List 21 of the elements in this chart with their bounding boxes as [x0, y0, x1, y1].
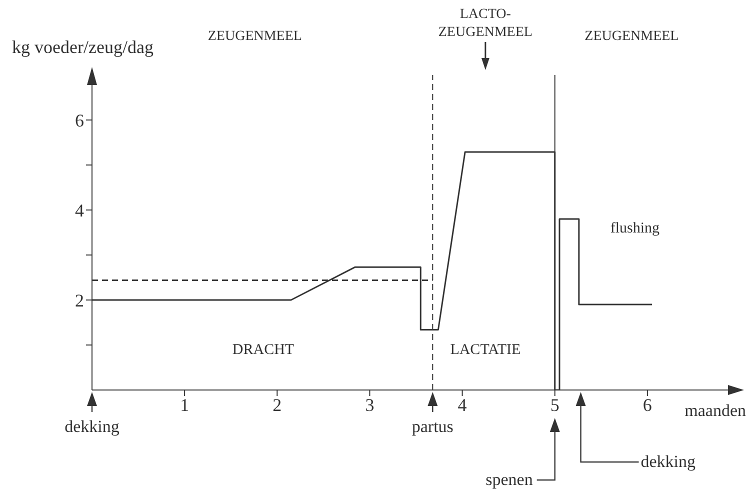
text: dekking	[640, 452, 696, 471]
annotation: LACTATIE	[450, 342, 521, 358]
y-axis-title: kg voeder/zeug/dag	[12, 37, 154, 57]
x-axis-title: maanden	[684, 401, 746, 420]
x-tick-label: 1	[180, 394, 190, 415]
text: dekking	[64, 417, 120, 436]
x-tick-label: 6	[642, 394, 652, 415]
y-tick-label: 2	[75, 290, 84, 310]
text: ZEUGENMEEL	[208, 29, 302, 44]
text: spenen	[486, 470, 534, 489]
x-tick-label: 5	[550, 394, 560, 415]
x-tick-label: 3	[365, 394, 374, 415]
annotation: flushing	[610, 220, 660, 236]
text: partus	[412, 417, 454, 436]
y-tick-label: 4	[75, 200, 84, 220]
x-tick-label: 2	[272, 394, 282, 415]
text: ZEUGENMEEL	[584, 29, 679, 44]
annotation: DRACHT	[232, 342, 294, 358]
y-tick-label: 6	[75, 110, 84, 130]
text: LACTO- ZEUGENMEEL	[438, 7, 532, 40]
x-tick-label: 4	[458, 394, 467, 415]
